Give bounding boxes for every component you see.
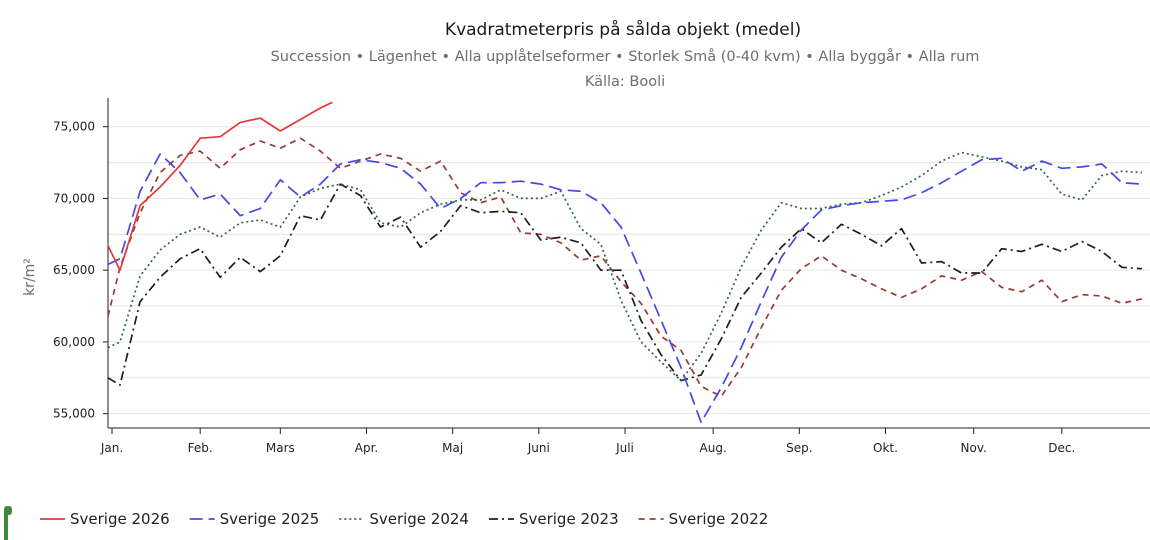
series-lines [108,101,1143,424]
x-tick-label: Sep. [786,441,812,455]
x-tick-label: Juni [527,441,550,455]
x-tick-label: Jan. [100,441,123,455]
y-tick-label: 75,000 [53,120,95,134]
series-line [108,183,1143,386]
series-line [108,151,1143,382]
x-tick-label: Okt. [873,441,898,455]
y-tick-label: 60,000 [53,335,95,349]
y-tick-label: 70,000 [53,191,95,205]
series-line [108,101,333,272]
x-tick-label: Dec. [1048,441,1075,455]
grid [108,126,1150,415]
axes: 55,000 60,000 65,000 70,000 75,000 Jan. Feb. Ma… [53,98,1150,455]
legend-label: Sverige 2025 [220,510,320,528]
x-tick-label: Nov. [961,441,987,455]
series-line [108,153,1143,424]
legend: Sverige 2026 Sverige 2025 Sverige 2024 Sver… [40,510,768,528]
legend-label: Sverige 2022 [669,510,769,528]
x-tick-label: Mars [266,441,295,455]
corner-marker-icon [4,506,12,540]
x-tick-label: Juli [615,441,634,455]
x-tick-label: Maj [442,441,463,455]
legend-label: Sverige 2024 [369,510,469,528]
chart-subtitle: Succession • Lägenhet • Alla upplåtelsef… [271,48,980,65]
x-tick-label: Feb. [188,441,213,455]
series-line [108,137,1143,398]
x-tick-label: Apr. [355,441,378,455]
y-tick-label: 65,000 [53,263,95,277]
legend-label: Sverige 2023 [519,510,619,528]
chart-source: Källa: Booli [585,74,665,90]
legend-label: Sverige 2026 [70,510,170,528]
y-axis-label: kr/m² [22,258,38,296]
y-tick-label: 55,000 [53,407,95,421]
x-tick-label: Aug. [700,441,727,455]
chart-title: Kvadratmeterpris på sålda objekt (medel) [445,19,801,40]
